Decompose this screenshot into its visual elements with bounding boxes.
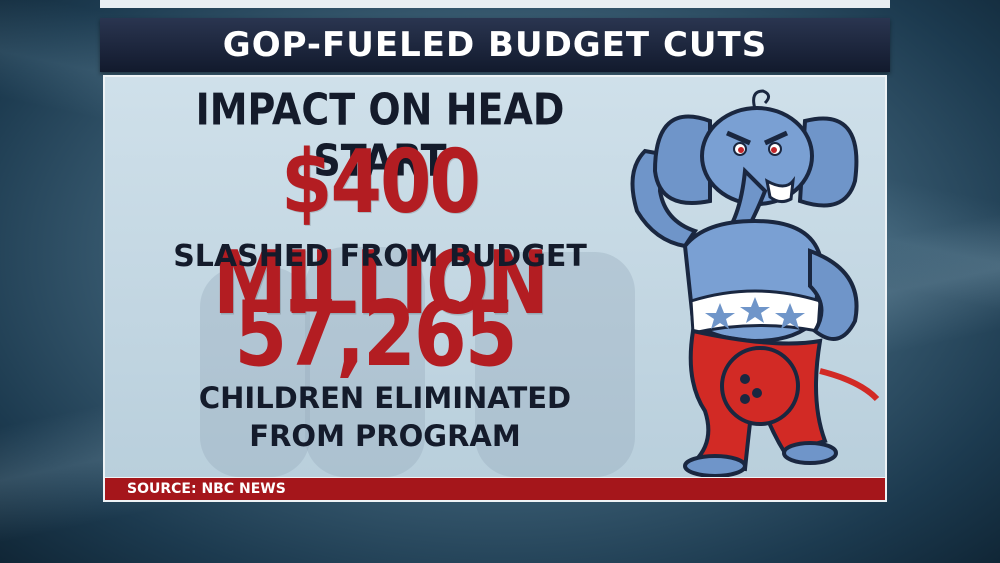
children-caption-line2: FROM PROGRAM: [249, 419, 521, 453]
top-strip: [100, 0, 890, 8]
background-photo-figure: [305, 247, 425, 477]
info-panel: IMPACT ON HEAD START $400 MILLION SLASHE…: [103, 75, 887, 479]
gop-elephant-mascot-icon: [630, 89, 880, 477]
children-caption: CHILDREN ELIMINATED FROM PROGRAM: [175, 379, 595, 455]
stats-text-block: IMPACT ON HEAD START $400 MILLION SLASHE…: [105, 77, 625, 477]
children-count: 57,265: [234, 280, 517, 387]
headline: IMPACT ON HEAD START: [195, 84, 565, 186]
background-photo-figure: [475, 252, 635, 477]
graphic-title: GOP-FUELED BUDGET CUTS: [222, 25, 768, 65]
budget-cut-amount: $400 MILLION: [213, 131, 549, 335]
title-bar: GOP-FUELED BUDGET CUTS: [100, 18, 890, 72]
source-bar: SOURCE: NBC NEWS: [103, 478, 887, 502]
background-photo-figure: [200, 267, 310, 477]
budget-cut-caption: SLASHED FROM BUDGET: [173, 239, 587, 274]
children-caption-line1: CHILDREN ELIMINATED: [198, 381, 572, 415]
source-label: SOURCE: NBC NEWS: [127, 481, 286, 497]
